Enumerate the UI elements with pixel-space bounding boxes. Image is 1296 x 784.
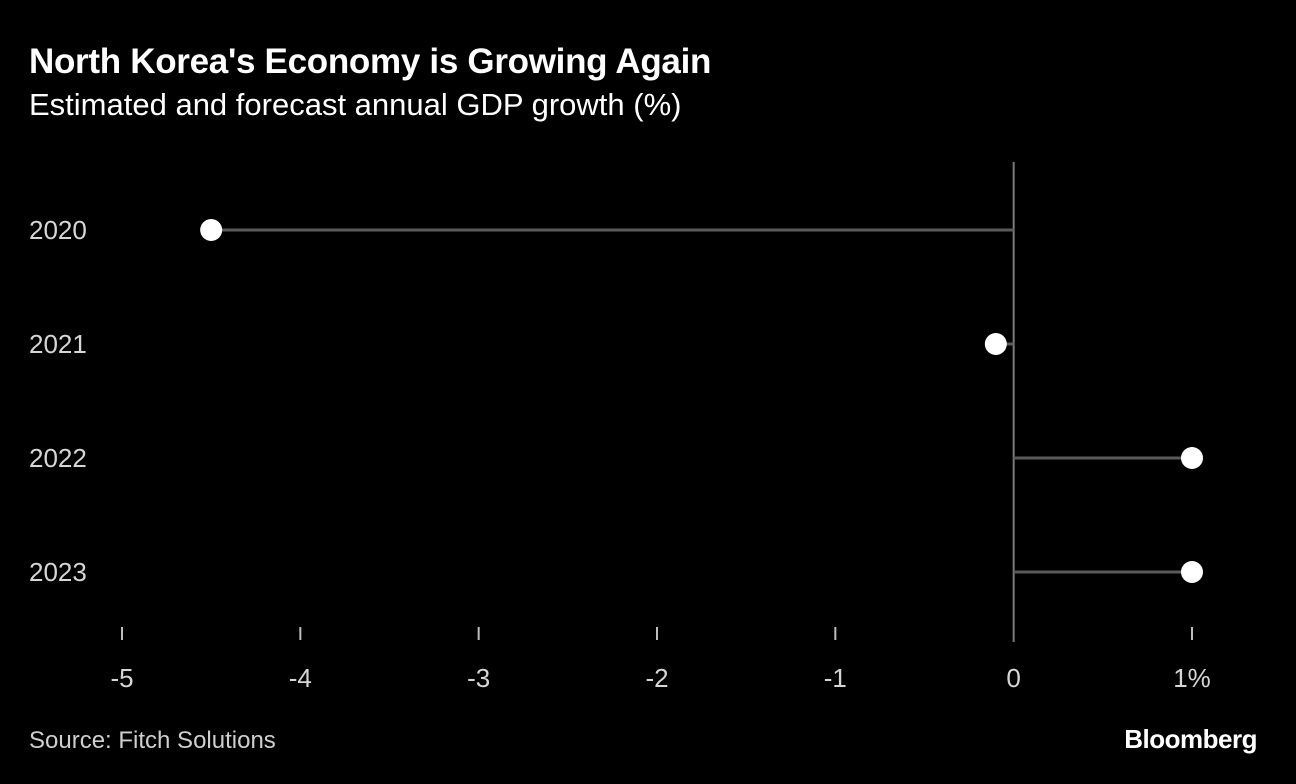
x-tick-label: -5 — [110, 663, 133, 693]
x-tick-label: -1 — [824, 663, 847, 693]
lollipop-dot — [984, 333, 1007, 355]
bloomberg-logo: Bloomberg — [1124, 724, 1257, 754]
x-tick-label: 0 — [1006, 663, 1020, 693]
source-note: Source: Fitch Solutions — [29, 727, 276, 754]
y-category-label: 2023 — [29, 557, 87, 587]
chart-subtitle: Estimated and forecast annual GDP growth… — [29, 87, 682, 122]
lollipop-dot — [1181, 447, 1203, 469]
y-category-label: 2021 — [29, 329, 87, 359]
x-tick-label: -3 — [467, 663, 490, 693]
x-tick-label: 1% — [1173, 663, 1211, 693]
y-category-label: 2022 — [29, 443, 87, 473]
x-tick-label: -2 — [645, 663, 668, 693]
chart-title: North Korea's Economy is Growing Again — [29, 42, 712, 81]
y-category-label: 2020 — [29, 215, 87, 245]
lollipop-dot — [200, 219, 223, 241]
x-tick-label: -4 — [289, 663, 312, 693]
lollipop-dot — [1181, 561, 1203, 583]
